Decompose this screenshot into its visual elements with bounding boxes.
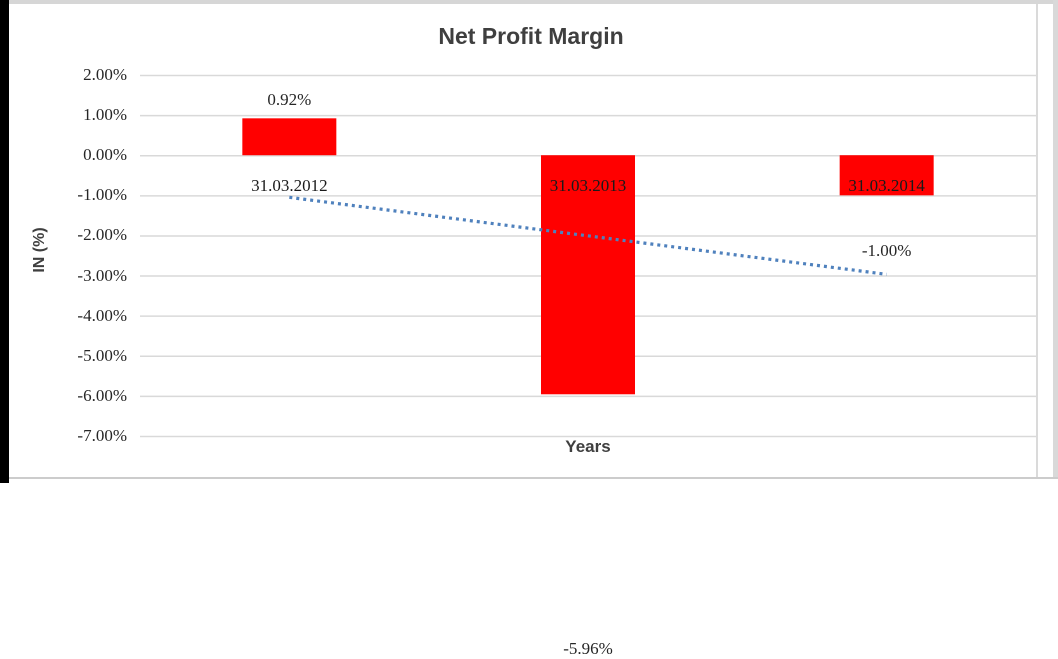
y-tick-label: -7.00% <box>77 426 127 445</box>
category-label: 31.03.2012 <box>251 176 328 195</box>
y-tick-label: -5.00% <box>77 345 127 365</box>
bar-31.03.2014 <box>839 155 934 196</box>
trendline <box>289 195 887 276</box>
chart-border-top <box>9 0 1058 4</box>
plot-area <box>140 74 1036 438</box>
y-tick-label: -6.00% <box>77 385 127 405</box>
y-tick-label: -1.00% <box>77 185 127 205</box>
bar-31.03.2012 <box>242 118 337 156</box>
y-tick-label: -3.00% <box>77 265 127 285</box>
chart-border-bottom <box>9 477 1058 479</box>
bar-data-label: -1.00% <box>861 241 912 261</box>
chart-area-right-border <box>1036 4 1038 477</box>
y-tick-label: -4.00% <box>77 305 127 325</box>
x-axis-title: Years <box>565 437 611 456</box>
screenshot-left-black-edge <box>0 0 9 483</box>
bar-31.03.2013 <box>541 155 635 395</box>
y-tick-label: 1.00% <box>83 105 127 125</box>
bar-data-label: 0.92% <box>267 90 312 110</box>
y-tick-label: 0.00% <box>83 145 127 165</box>
chart-border-right <box>1053 0 1058 479</box>
chart-title: Net Profit Margin <box>438 23 624 49</box>
bar-data-label: -5.96% <box>563 639 613 659</box>
y-axis-title: IN (%) <box>31 227 48 273</box>
category-label: 31.03.2014 <box>848 176 925 195</box>
category-label: 31.03.2013 <box>549 176 627 195</box>
y-tick-label: 2.00% <box>83 65 127 84</box>
y-tick-label: -2.00% <box>77 225 127 245</box>
